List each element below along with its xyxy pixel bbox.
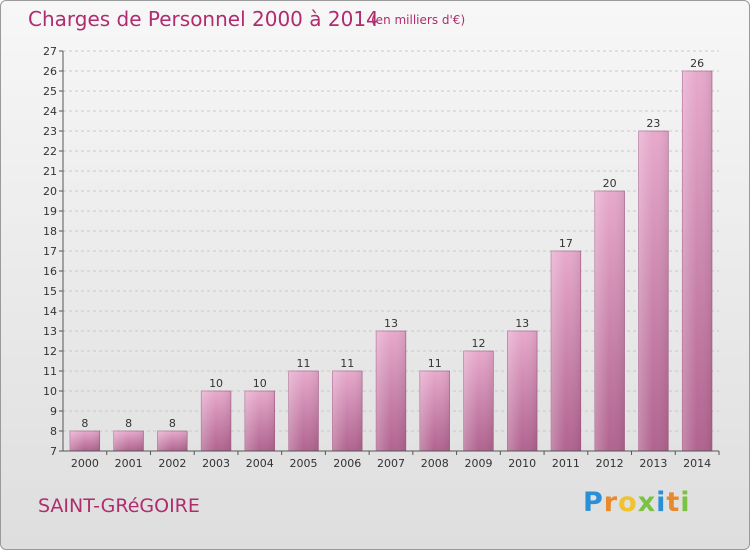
y-tick-label: 23 (43, 125, 57, 138)
logo-letter: i (656, 487, 667, 518)
y-tick-label: 22 (43, 145, 57, 158)
bar-shading (638, 131, 669, 451)
bar-value-label: 13 (515, 317, 529, 330)
bar-value-label: 8 (125, 417, 132, 430)
y-tick-label: 25 (43, 85, 57, 98)
bar-value-label: 12 (471, 337, 485, 350)
x-tick-label: 2013 (639, 457, 667, 470)
x-tick-label: 2012 (596, 457, 624, 470)
bar-shading (463, 351, 494, 451)
y-tick-label: 17 (43, 245, 57, 258)
bar-shading (69, 431, 100, 451)
y-tick-label: 9 (50, 405, 57, 418)
bar-shading (419, 371, 450, 451)
bar-shading (682, 71, 713, 451)
logo-letter: o (618, 487, 638, 518)
x-tick-label: 2001 (115, 457, 143, 470)
bar-value-label: 11 (297, 357, 311, 370)
x-tick-label: 2002 (158, 457, 186, 470)
bar-value-label: 17 (559, 237, 573, 250)
y-tick-label: 10 (43, 385, 57, 398)
x-tick-label: 2011 (552, 457, 580, 470)
logo-letter: P (583, 487, 604, 518)
bar-value-label: 8 (169, 417, 176, 430)
x-tick-label: 2014 (683, 457, 711, 470)
bar-shading (594, 191, 625, 451)
bar-shading (551, 251, 581, 451)
bar-value-label: 13 (384, 317, 398, 330)
bar-value-label: 10 (209, 377, 223, 390)
y-tick-label: 11 (43, 365, 57, 378)
bar-value-label: 10 (253, 377, 267, 390)
y-tick-label: 20 (43, 185, 57, 198)
x-tick-label: 2003 (202, 457, 230, 470)
x-tick-label: 2006 (333, 457, 361, 470)
y-tick-label: 16 (43, 265, 57, 278)
x-tick-label: 2000 (71, 457, 99, 470)
bar-shading (376, 331, 406, 451)
y-tick-label: 18 (43, 225, 57, 238)
bar-shading (332, 371, 363, 451)
x-tick-label: 2005 (290, 457, 318, 470)
logo-letter: i (680, 487, 691, 518)
logo-letter: x (637, 487, 657, 518)
bar-shading (113, 431, 144, 451)
x-tick-label: 2007 (377, 457, 405, 470)
x-tick-label: 2009 (464, 457, 492, 470)
y-tick-label: 21 (43, 165, 57, 178)
y-tick-label: 26 (43, 65, 57, 78)
y-tick-label: 24 (43, 105, 57, 118)
x-tick-label: 2004 (246, 457, 274, 470)
bar-shading (157, 431, 188, 451)
bar-shading (507, 331, 538, 451)
logo-letter: r (603, 487, 619, 518)
x-tick-label: 2008 (421, 457, 449, 470)
y-tick-label: 12 (43, 345, 57, 358)
bar-value-label: 26 (690, 57, 704, 70)
bar-value-label: 11 (428, 357, 442, 370)
chart-title: Charges de Personnel 2000 à 2014 (28, 7, 379, 31)
y-tick-label: 19 (43, 205, 57, 218)
y-tick-label: 27 (43, 45, 57, 58)
commune-name: SAINT-GRéGOIRE (38, 495, 200, 517)
y-tick-label: 13 (43, 325, 57, 338)
bar-value-label: 23 (646, 117, 660, 130)
y-tick-label: 7 (50, 445, 57, 458)
y-tick-label: 15 (43, 285, 57, 298)
bar-value-label: 20 (603, 177, 617, 190)
x-tick-label: 2010 (508, 457, 536, 470)
bar-shading (288, 371, 319, 451)
proxiti-logo: Proxiti (583, 487, 691, 518)
y-tick-label: 8 (50, 425, 57, 438)
chart-subtitle: (en milliers d'€) (371, 13, 466, 27)
y-tick-label: 14 (43, 305, 57, 318)
bar-value-label: 8 (81, 417, 88, 430)
bar-shading (201, 391, 231, 451)
bar-value-label: 11 (340, 357, 354, 370)
bar-shading (244, 391, 275, 451)
logo-letter: t (666, 487, 681, 518)
